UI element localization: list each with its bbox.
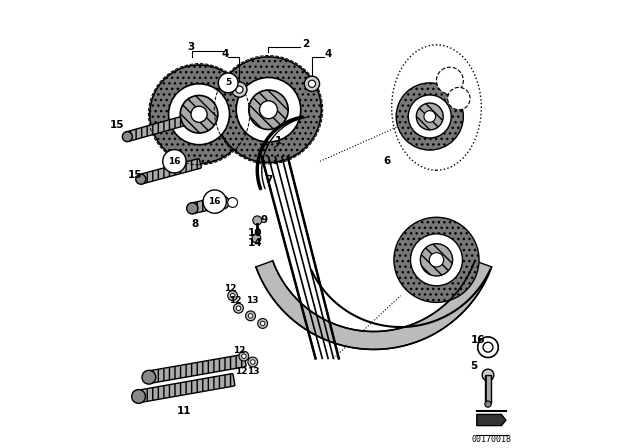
Polygon shape bbox=[477, 414, 506, 426]
Circle shape bbox=[132, 390, 145, 403]
Circle shape bbox=[260, 101, 278, 119]
Polygon shape bbox=[256, 261, 492, 349]
Circle shape bbox=[236, 86, 243, 93]
Circle shape bbox=[228, 291, 237, 301]
Circle shape bbox=[420, 244, 452, 276]
Circle shape bbox=[483, 342, 493, 352]
Circle shape bbox=[249, 90, 288, 129]
Circle shape bbox=[187, 202, 198, 214]
Circle shape bbox=[150, 65, 248, 164]
Text: 14: 14 bbox=[248, 238, 262, 248]
Circle shape bbox=[394, 217, 479, 302]
Text: 8: 8 bbox=[192, 219, 199, 229]
Text: 5: 5 bbox=[470, 361, 477, 371]
Circle shape bbox=[308, 80, 316, 87]
Circle shape bbox=[191, 106, 207, 122]
Text: 16: 16 bbox=[209, 197, 221, 206]
Text: 12: 12 bbox=[230, 296, 242, 305]
FancyBboxPatch shape bbox=[147, 354, 246, 383]
Text: 10: 10 bbox=[248, 228, 262, 238]
Text: 13: 13 bbox=[246, 296, 258, 305]
Circle shape bbox=[248, 357, 258, 367]
Text: 12: 12 bbox=[236, 367, 248, 376]
Text: 15: 15 bbox=[110, 121, 125, 130]
Circle shape bbox=[429, 253, 444, 267]
Text: 4: 4 bbox=[221, 49, 228, 59]
Circle shape bbox=[482, 369, 494, 381]
Circle shape bbox=[122, 132, 132, 142]
Circle shape bbox=[236, 78, 301, 142]
Circle shape bbox=[424, 111, 436, 122]
Text: 4: 4 bbox=[324, 49, 332, 59]
Circle shape bbox=[448, 87, 470, 110]
Circle shape bbox=[408, 95, 451, 138]
Circle shape bbox=[252, 234, 261, 243]
Circle shape bbox=[142, 370, 156, 384]
Circle shape bbox=[216, 196, 229, 209]
Text: 6: 6 bbox=[383, 156, 391, 166]
Circle shape bbox=[260, 321, 265, 326]
Text: 16: 16 bbox=[471, 335, 485, 345]
Circle shape bbox=[236, 306, 241, 310]
Circle shape bbox=[485, 401, 491, 407]
Bar bbox=[485, 375, 491, 403]
FancyBboxPatch shape bbox=[190, 198, 214, 214]
Circle shape bbox=[232, 82, 247, 97]
Circle shape bbox=[239, 351, 249, 361]
FancyBboxPatch shape bbox=[138, 159, 202, 184]
FancyBboxPatch shape bbox=[125, 116, 186, 142]
Circle shape bbox=[216, 57, 321, 163]
Text: 7: 7 bbox=[265, 175, 272, 185]
Circle shape bbox=[234, 303, 243, 313]
Text: 1: 1 bbox=[275, 136, 282, 146]
Text: 9: 9 bbox=[260, 215, 268, 225]
Text: 11: 11 bbox=[177, 406, 191, 416]
Circle shape bbox=[246, 311, 255, 321]
Circle shape bbox=[396, 83, 463, 150]
Text: 13: 13 bbox=[248, 367, 260, 376]
Circle shape bbox=[136, 174, 146, 184]
FancyBboxPatch shape bbox=[136, 374, 235, 403]
Circle shape bbox=[477, 337, 499, 358]
Text: 2: 2 bbox=[302, 39, 309, 49]
Circle shape bbox=[410, 234, 463, 286]
Circle shape bbox=[168, 84, 230, 145]
Text: 3: 3 bbox=[188, 42, 195, 52]
Circle shape bbox=[417, 103, 443, 130]
Circle shape bbox=[228, 198, 237, 207]
Circle shape bbox=[203, 190, 227, 213]
Text: 12: 12 bbox=[233, 346, 246, 355]
Circle shape bbox=[250, 360, 255, 364]
Text: 5: 5 bbox=[225, 78, 231, 87]
Circle shape bbox=[230, 293, 235, 298]
Circle shape bbox=[218, 73, 238, 93]
Text: 15: 15 bbox=[128, 170, 143, 180]
Text: 16: 16 bbox=[168, 157, 180, 166]
Text: 00170018: 00170018 bbox=[472, 435, 511, 444]
Circle shape bbox=[436, 67, 463, 94]
Circle shape bbox=[258, 319, 268, 328]
Circle shape bbox=[242, 354, 246, 358]
Circle shape bbox=[180, 95, 218, 133]
Circle shape bbox=[305, 76, 319, 91]
Circle shape bbox=[248, 314, 253, 318]
Text: 12: 12 bbox=[224, 284, 237, 293]
Circle shape bbox=[163, 150, 186, 173]
Circle shape bbox=[253, 216, 262, 225]
